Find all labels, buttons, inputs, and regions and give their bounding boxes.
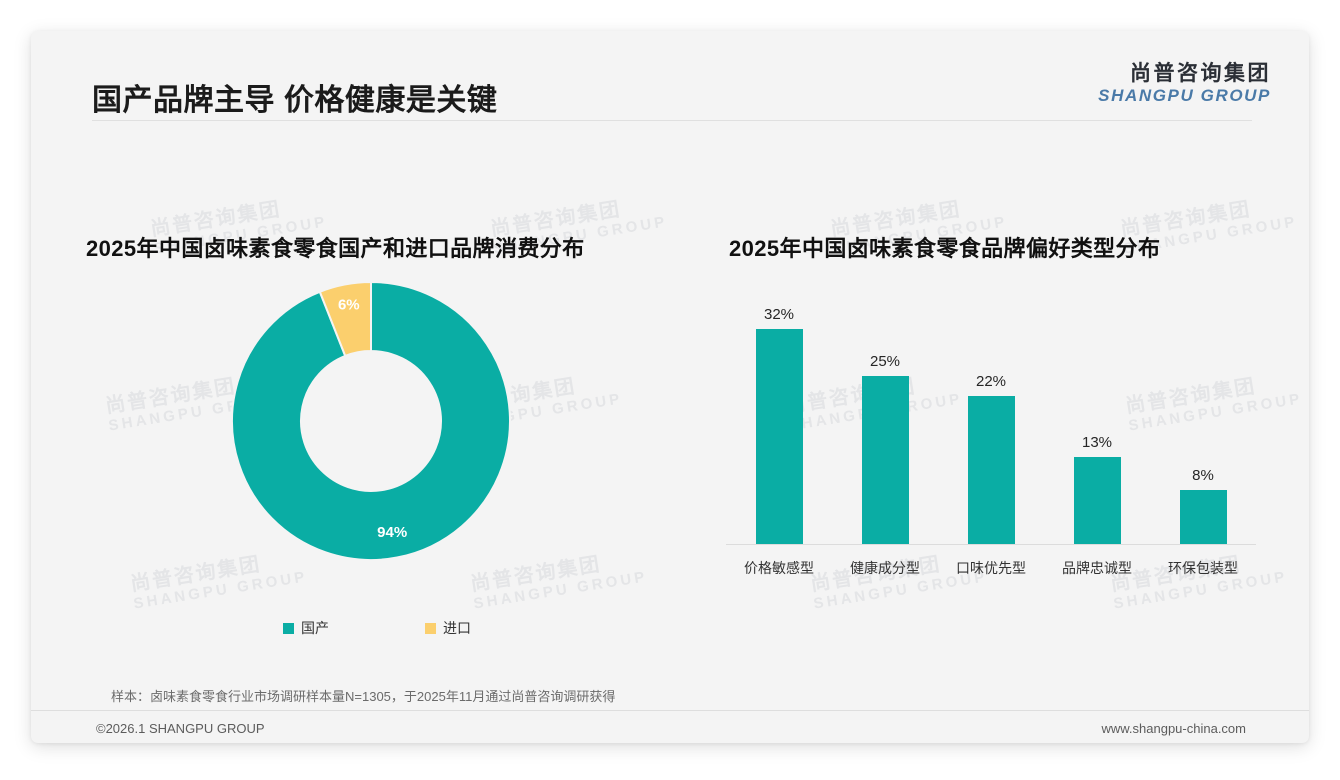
bar-chart: 32% 25% 22% 13% 8% 价格敏感型 健康成分型 口味优先型 品牌忠诚型 环保包装型 xyxy=(726,276,1256,576)
bar-value-label: 32% xyxy=(763,305,795,323)
donut-slice-label-0: 94% xyxy=(377,524,407,541)
header-divider xyxy=(92,120,1252,121)
bar-column[interactable]: 22% xyxy=(938,276,1044,544)
bar-column[interactable]: 25% xyxy=(832,276,938,544)
bar-axis-line xyxy=(726,544,1256,545)
donut-legend: 国产 进口 xyxy=(283,618,543,638)
donut-slice-0[interactable] xyxy=(231,280,511,561)
bar-plot-area: 32% 25% 22% 13% 8% xyxy=(726,276,1256,544)
bar-category-label: 健康成分型 xyxy=(850,560,920,576)
bar-chart-title: 2025年中国卤味素食零食品牌偏好类型分布 xyxy=(729,236,1161,261)
legend-item-domestic[interactable]: 国产 xyxy=(283,618,329,638)
footer-copyright: ©2026.1 SHANGPU GROUP xyxy=(96,721,265,736)
footer-divider xyxy=(31,710,1309,711)
donut-chart-title: 2025年中国卤味素食零食国产和进口品牌消费分布 xyxy=(86,236,585,261)
slide-header: 国产品牌主导 价格健康是关键 尚普咨询集团 SHANGPU GROUP xyxy=(31,31,1309,121)
footer-website[interactable]: www.shangpu-china.com xyxy=(1101,721,1246,736)
page-title: 国产品牌主导 价格健康是关键 xyxy=(92,84,498,117)
sample-footnote: 样本：卤味素食零食行业市场调研样本量N=1305，于2025年11月通过尚普咨询… xyxy=(111,689,616,704)
legend-swatch-domestic xyxy=(283,622,294,634)
logo-english-text: SHANGPU GROUP xyxy=(1098,85,1271,105)
brand-logo: 尚普咨询集团 SHANGPU GROUP xyxy=(1098,62,1271,106)
logo-chinese-text: 尚普咨询集团 xyxy=(1130,62,1271,85)
donut-slice-1[interactable] xyxy=(318,280,372,358)
bar-chart-panel: 2025年中国卤味素食零食品牌偏好类型分布 32% 25% 22% 13% 8% 价格敏… xyxy=(686,191,1286,661)
bar-category-label: 价格敏感型 xyxy=(744,560,814,576)
bar-category-label: 环保包装型 xyxy=(1168,560,1238,576)
legend-label-imported: 进口 xyxy=(443,620,471,636)
bar-rect[interactable] xyxy=(1073,456,1121,544)
bar-category-label: 品牌忠诚型 xyxy=(1062,560,1132,576)
donut-svg: 94% 6% xyxy=(231,280,511,561)
bar-value-label: 8% xyxy=(1192,467,1214,485)
legend-label-domestic: 国产 xyxy=(301,620,329,636)
slide-footer: ©2026.1 SHANGPU GROUP www.shangpu-china.… xyxy=(31,710,1309,743)
bar-category-label: 口味优先型 xyxy=(956,560,1026,576)
slide-card: 尚普咨询集团 SHANGPU GROUP 尚普咨询集团 SHANGPU GROUP … xyxy=(31,31,1309,743)
bar-rect[interactable] xyxy=(861,375,909,544)
bar-rect[interactable] xyxy=(755,328,803,544)
legend-swatch-imported xyxy=(425,622,436,634)
bar-column[interactable]: 8% xyxy=(1150,276,1256,544)
bar-column[interactable]: 13% xyxy=(1044,276,1150,544)
bar-rect[interactable] xyxy=(967,396,1015,544)
donut-slice-label-1: 6% xyxy=(338,297,360,314)
bar-value-label: 25% xyxy=(869,352,901,370)
bar-value-label: 22% xyxy=(975,373,1007,391)
bar-rect[interactable] xyxy=(1179,490,1227,544)
legend-item-imported[interactable]: 进口 xyxy=(425,618,471,638)
bar-value-label: 13% xyxy=(1081,433,1113,451)
donut-chart: 94% 6% xyxy=(230,280,512,562)
donut-chart-panel: 2025年中国卤味素食零食国产和进口品牌消费分布 94% 6% 国产 进口 xyxy=(51,191,681,661)
bar-column[interactable]: 32% xyxy=(726,276,832,544)
